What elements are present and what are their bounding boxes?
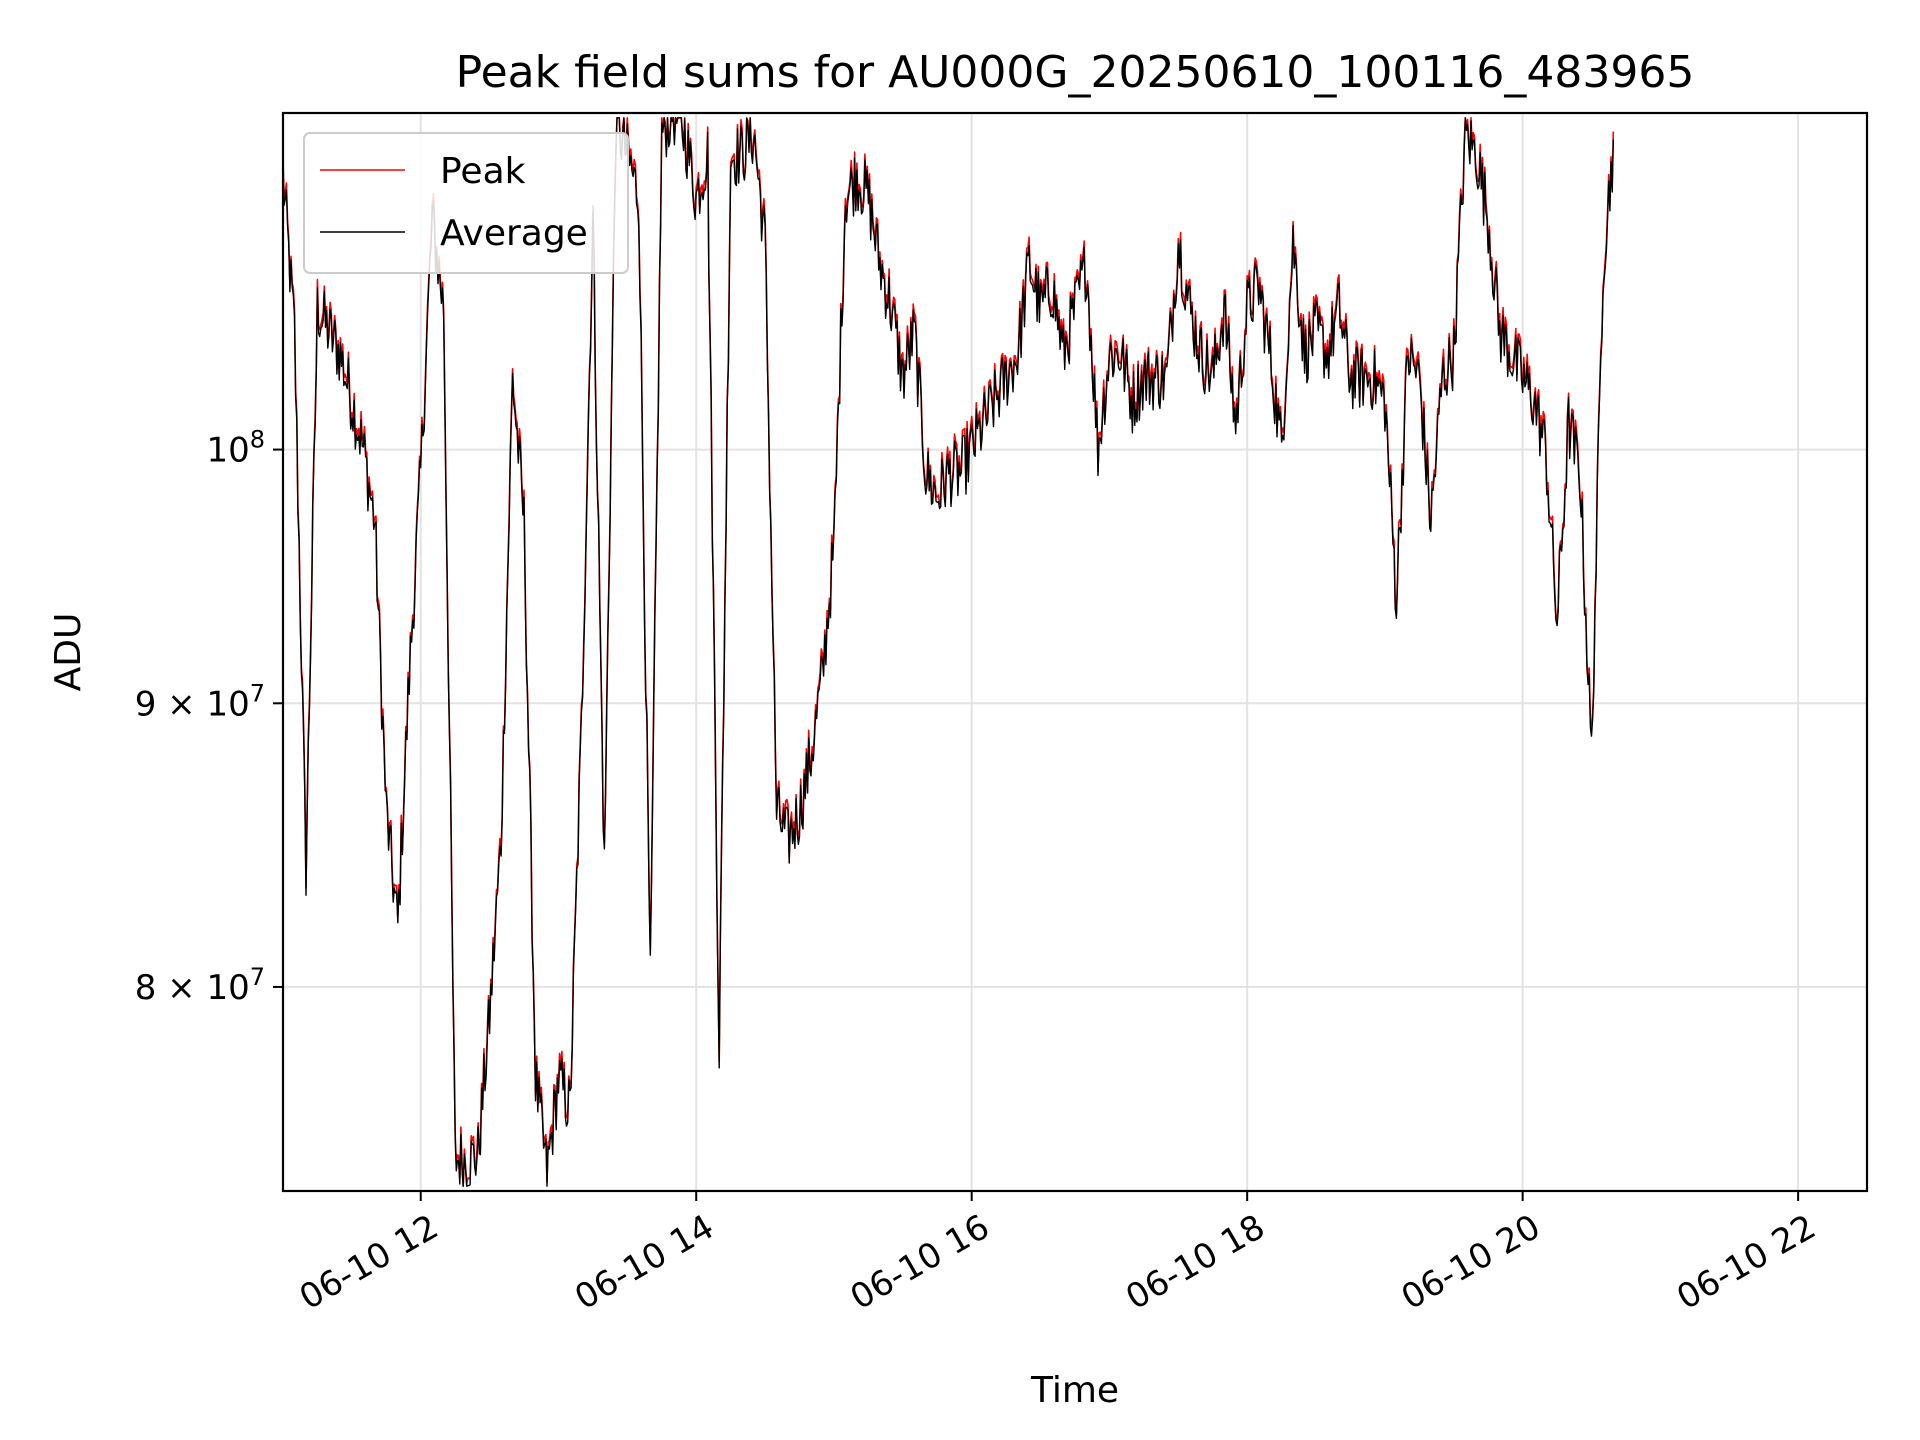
- axes-frame: [281, 111, 1869, 1193]
- chart-title: Peak field sums for AU000G_20250610_1001…: [456, 47, 1695, 98]
- y-tick-label: 9 × 107: [135, 679, 265, 724]
- legend-label-average: Average: [440, 213, 588, 254]
- y-axis-ticks: 108 9 × 107 8 × 107: [135, 426, 283, 1008]
- series-line-average: [282, 117, 1614, 1187]
- y-axis-label: ADU: [48, 613, 89, 692]
- y-tick-label: 108: [206, 426, 265, 471]
- legend-box: [303, 132, 629, 274]
- y-tick-label: 8 × 107: [135, 963, 265, 1008]
- legend-label-peak: Peak: [440, 151, 526, 192]
- line-layer: [282, 117, 1615, 1187]
- x-axis-label: Time: [1030, 1370, 1119, 1411]
- legend: Peak Average: [303, 132, 629, 274]
